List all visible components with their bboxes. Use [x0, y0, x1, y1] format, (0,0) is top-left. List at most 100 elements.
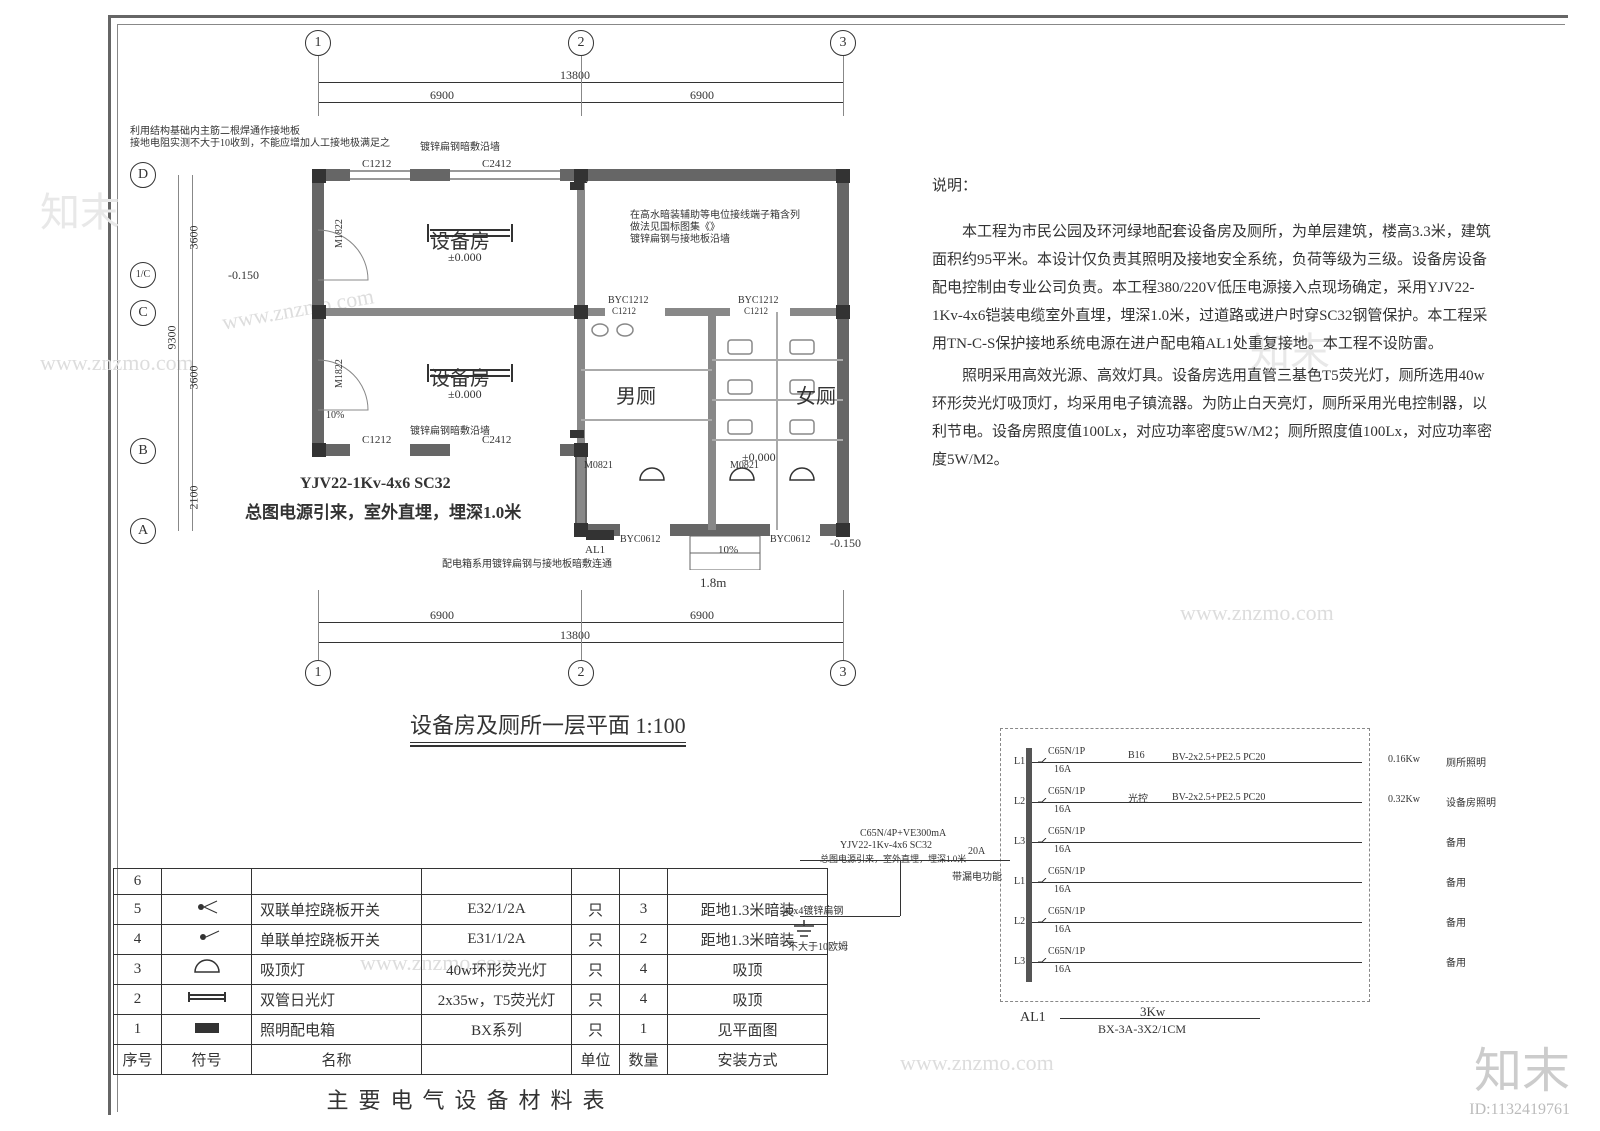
branch-line [1032, 922, 1362, 923]
notes-block: 说明： 本工程为市民公园及环河绿地配套设备房及厕所，为单层建筑，楼高3.3米，建… [932, 172, 1492, 474]
notes-heading: 说明： [932, 172, 1492, 200]
legend-symbol [162, 925, 252, 955]
branch-phase: L2 [1014, 916, 1025, 927]
legend-num: 6 [114, 869, 162, 895]
legend-spec: BX系列 [422, 1015, 572, 1045]
legend-symbol [162, 895, 252, 925]
grid-stem [843, 590, 844, 660]
floor-plan: 1 2 3 13800 6900 6900 D 1/C C B A 9300 3… [130, 30, 900, 730]
panel-name: AL1 [1020, 1010, 1046, 1026]
legend-row: 3吸顶灯40w环形荧光灯只4吸顶 [114, 955, 828, 985]
col-unit: 单位 [572, 1045, 620, 1075]
window-label: BYC1212 [738, 295, 779, 306]
ramp-width: 1.8m [700, 575, 726, 591]
branch-amp: 16A [1054, 884, 1071, 895]
legend-symbol [162, 985, 252, 1015]
grid-bubble: 2 [568, 660, 594, 686]
branch-ctrl: 光控 [1128, 790, 1148, 805]
room-elev: ±0.000 [742, 450, 776, 465]
breaker-icon [1038, 758, 1050, 766]
col-install: 安装方式 [668, 1045, 828, 1075]
grid-stem [581, 590, 582, 660]
dim-text: 6900 [690, 608, 714, 623]
room-elev: ±0.000 [448, 250, 482, 265]
branch-load: 0.16Kw [1388, 754, 1420, 765]
legend-spec [422, 869, 572, 895]
cable-note: 总图电源引来，室外直埋，埋深1.0米 [245, 498, 521, 523]
branch-amp: 16A [1054, 924, 1071, 935]
legend-num: 4 [114, 925, 162, 955]
dim-text: 6900 [430, 608, 454, 623]
legend-row: 4单联单控跷板开关E31/1/2A只2距地1.3米暗装 [114, 925, 828, 955]
legend-install: 距地1.3米暗装 [668, 925, 828, 955]
legend-symbol [162, 955, 252, 985]
grid-bubble: 1 [305, 660, 331, 686]
legend-spec: 2x35w，T5荧光灯 [422, 985, 572, 1015]
annot-text: 接地电阻实测不大于10收到，不能应增加人工接地极满足之 [130, 134, 390, 149]
legend-install: 吸顶 [668, 955, 828, 985]
circuit-branch: L3C65N/1P16A备用 [1032, 830, 1552, 870]
branch-load: 0.32Kw [1388, 794, 1420, 805]
branch-phase: L3 [1014, 836, 1025, 847]
circuit-branch: L2C65N/1P16A光控BV-2x2.5+PE2.5 PC200.32Kw设… [1032, 790, 1552, 830]
legend-qty [620, 869, 668, 895]
room-name: 女厕 [796, 380, 836, 409]
legend-symbol [162, 1015, 252, 1045]
legend-unit: 只 [572, 955, 620, 985]
window-label: C1212 [612, 306, 636, 316]
branch-amp: 16A [1054, 844, 1071, 855]
legend-name [252, 869, 422, 895]
legend-qty: 3 [620, 895, 668, 925]
legend-install: 距地1.3米暗装 [668, 895, 828, 925]
branch-breaker: C65N/1P [1048, 866, 1085, 877]
legend-unit: 只 [572, 1015, 620, 1045]
col-num: 序号 [114, 1045, 162, 1075]
watermark-id-prefix: ID: [1469, 1101, 1490, 1118]
annot-text: 镀锌扁钢暗敷沿墙 [410, 422, 490, 437]
window-label: BYC0612 [770, 534, 811, 545]
legend-name: 双联单控跷板开关 [252, 895, 422, 925]
legend-install: 见平面图 [668, 1015, 828, 1045]
notes-p2: 照明采用高效光源、高效灯具。设备房选用直管三基色T5荧光灯，厕所选用40w环形荧… [932, 362, 1492, 474]
incoming-rating: 20A [968, 846, 985, 857]
branch-line [1032, 962, 1362, 963]
plan-svg [130, 30, 900, 570]
col-sym: 符号 [162, 1045, 252, 1075]
branch-ctrl: B16 [1128, 750, 1145, 761]
room-name: 男厕 [616, 380, 656, 409]
window-label: C1212 [362, 434, 391, 446]
col-name: 名称 [252, 1045, 422, 1075]
panel-sub: BX-3A-3X2/1CM [1098, 1022, 1186, 1037]
annot-text: 镀锌扁钢与接地板沿墙 [630, 230, 730, 245]
col-qty: 数量 [620, 1045, 668, 1075]
breaker-icon [1038, 838, 1050, 846]
branch-phase: L3 [1014, 956, 1025, 967]
breaker-icon [1038, 918, 1050, 926]
branch-breaker: C65N/1P [1048, 826, 1085, 837]
legend-name: 双管日光灯 [252, 985, 422, 1015]
legend-spec: 40w环形荧光灯 [422, 955, 572, 985]
incoming-cable: YJV22-1Kv-4x6 SC32 [840, 840, 932, 851]
circuit-branch: L2C65N/1P16A备用 [1032, 910, 1552, 950]
branch-line [1032, 882, 1362, 883]
branch-desc: 设备房照明 [1446, 794, 1496, 809]
branch-desc: 厕所照明 [1446, 754, 1486, 769]
branch-line [1032, 842, 1362, 843]
legend-qty: 1 [620, 1015, 668, 1045]
door-label: M1822 [334, 219, 345, 248]
legend-title: 主要电气设备材料表 [113, 1075, 828, 1115]
legend-qty: 4 [620, 985, 668, 1015]
legend-row: 5双联单控跷板开关E32/1/2A只3距地1.3米暗装 [114, 895, 828, 925]
legend-table: 65双联单控跷板开关E32/1/2A只3距地1.3米暗装4单联单控跷板开关E31… [113, 868, 828, 1115]
legend-install: 吸顶 [668, 985, 828, 1015]
panel-total: 3Kw [1140, 1004, 1165, 1020]
legend-num: 1 [114, 1015, 162, 1045]
branch-desc: 备用 [1446, 954, 1466, 969]
legend-row: 2双管日光灯2x35w，T5荧光灯只4吸顶 [114, 985, 828, 1015]
slope-label: 10% [326, 410, 344, 421]
branch-desc: 备用 [1446, 914, 1466, 929]
circuit-branch: L3C65N/1P16A备用 [1032, 950, 1552, 990]
leb-label: LEB [586, 180, 603, 190]
legend-row: 1照明配电箱BX系列只1见平面图 [114, 1015, 828, 1045]
door-label: M1822 [334, 359, 345, 388]
